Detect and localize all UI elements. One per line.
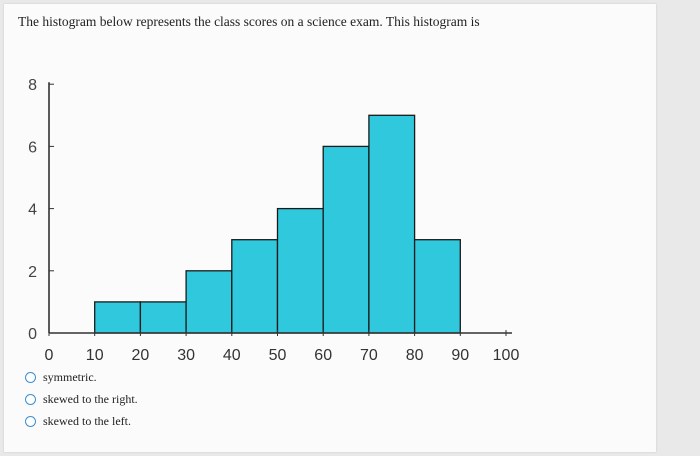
- option-skewed-left[interactable]: skewed to the left.: [25, 410, 138, 432]
- x-tick-label: 0: [45, 347, 54, 364]
- x-tick-label: 10: [86, 347, 104, 364]
- axes-group: [48, 82, 512, 336]
- y-tick-label: 6: [28, 139, 37, 156]
- x-tick-label: 20: [132, 347, 150, 364]
- bar-80-90: [413, 239, 461, 334]
- bars-group: [94, 114, 461, 334]
- x-tick-label: 70: [360, 347, 378, 364]
- y-tick-label: 8: [28, 77, 37, 94]
- bar-30-40: [185, 270, 233, 334]
- question-text: The histogram below represents the class…: [18, 14, 480, 29]
- x-tick-label: 100: [493, 347, 520, 364]
- bar-40-50: [231, 239, 279, 334]
- bar-20-30: [139, 301, 187, 334]
- option-symmetric[interactable]: symmetric.: [25, 366, 138, 388]
- option-skewed-right[interactable]: skewed to the right.: [25, 388, 138, 410]
- x-tick-label: 60: [314, 347, 332, 364]
- x-tick-label: 30: [177, 347, 195, 364]
- y-tick-label: 2: [28, 264, 37, 281]
- radio-button[interactable]: [25, 371, 36, 383]
- x-tick-label: 50: [269, 347, 287, 364]
- y-tick-label: 4: [28, 202, 37, 219]
- x-tick-label: 80: [406, 347, 424, 364]
- bar-50-60: [276, 207, 324, 334]
- radio-button[interactable]: [25, 415, 36, 427]
- option-label: symmetric.: [43, 369, 97, 384]
- y-tick-label: 0: [28, 326, 37, 343]
- radio-button[interactable]: [25, 393, 36, 405]
- x-tick-label: 40: [223, 347, 241, 364]
- option-label: skewed to the right.: [43, 391, 138, 406]
- bar-70-80: [368, 114, 416, 334]
- bar-10-20: [94, 301, 142, 334]
- option-label: skewed to the left.: [43, 413, 131, 428]
- answer-options: symmetric. skewed to the right. skewed t…: [25, 366, 138, 432]
- bar-60-70: [322, 145, 370, 334]
- x-tick-label: 90: [451, 347, 469, 364]
